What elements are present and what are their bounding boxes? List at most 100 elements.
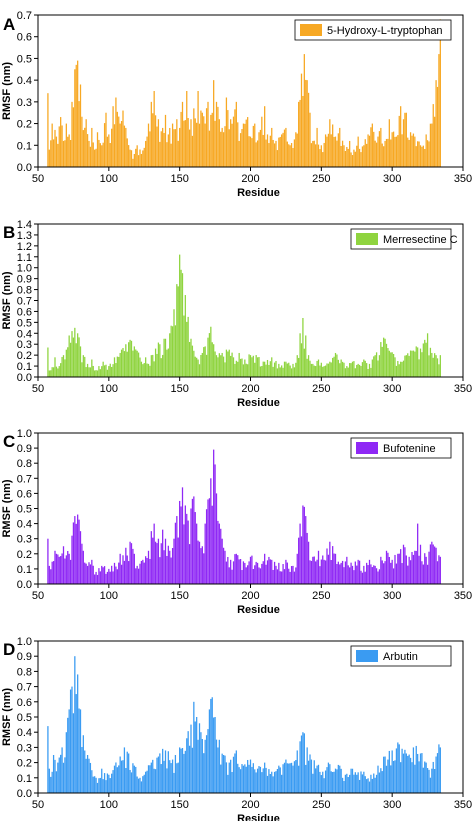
- y-tick-label: 0.5: [17, 504, 32, 516]
- bar: [108, 366, 110, 377]
- bar: [112, 364, 114, 377]
- bar: [147, 123, 150, 167]
- bar: [281, 134, 283, 167]
- bar: [113, 124, 116, 167]
- bar: [190, 508, 192, 584]
- bar: [436, 86, 439, 167]
- bar: [69, 342, 72, 377]
- x-tick-label: 250: [312, 173, 330, 185]
- bar: [94, 574, 96, 584]
- bar: [402, 753, 405, 793]
- x-tick-label: 250: [312, 799, 330, 811]
- bar: [367, 134, 369, 167]
- bar: [163, 132, 165, 167]
- bar: [149, 131, 151, 167]
- bar: [255, 355, 257, 377]
- bar: [128, 561, 130, 584]
- bar: [137, 352, 140, 377]
- bar: [378, 131, 381, 167]
- bar: [77, 60, 79, 167]
- bar: [312, 363, 314, 377]
- bar: [150, 101, 152, 167]
- bar: [312, 773, 314, 793]
- bar: [218, 119, 220, 167]
- bar: [337, 764, 339, 793]
- bar: [375, 352, 378, 377]
- bar: [214, 464, 216, 584]
- bar: [276, 768, 279, 793]
- bar: [170, 763, 172, 793]
- bar: [135, 349, 137, 377]
- bar: [264, 553, 266, 584]
- bar: [422, 564, 424, 584]
- bar: [159, 557, 161, 584]
- bar: [105, 112, 107, 167]
- bar: [269, 361, 271, 377]
- bar: [317, 359, 320, 377]
- bar: [323, 366, 325, 377]
- bar: [276, 368, 279, 377]
- bar: [220, 355, 222, 377]
- bar: [211, 505, 213, 584]
- bar: [102, 779, 104, 793]
- bar: [370, 367, 372, 377]
- bar: [279, 767, 281, 793]
- bar: [232, 756, 235, 793]
- bar: [245, 119, 247, 167]
- x-tick-label: 100: [100, 173, 118, 185]
- bar: [224, 755, 226, 793]
- bar: [81, 362, 83, 377]
- bar: [211, 697, 213, 793]
- bar: [95, 571, 97, 584]
- bar: [162, 127, 164, 167]
- bar: [373, 131, 375, 167]
- bar: [373, 356, 375, 377]
- bar: [140, 361, 143, 377]
- bar: [78, 519, 80, 584]
- bar: [137, 155, 140, 167]
- y-tick-label: 0.8: [17, 666, 32, 678]
- bar: [99, 369, 101, 377]
- bar: [92, 365, 94, 377]
- bar: [319, 566, 321, 584]
- bar: [163, 550, 165, 584]
- bar: [390, 139, 392, 167]
- bar: [407, 137, 409, 167]
- bar: [332, 546, 334, 584]
- bar: [261, 116, 263, 167]
- bar: [61, 747, 63, 793]
- bar: [292, 363, 294, 377]
- bar: [60, 117, 62, 167]
- bar: [353, 361, 355, 377]
- bar: [412, 350, 415, 377]
- bar: [319, 149, 321, 167]
- bar: [239, 558, 242, 584]
- bar: [256, 357, 259, 377]
- bar: [350, 152, 352, 167]
- bar: [157, 538, 160, 584]
- bar: [324, 134, 327, 167]
- bar: [394, 760, 396, 793]
- bar: [310, 143, 313, 167]
- bar: [317, 144, 320, 167]
- bar: [286, 763, 288, 793]
- bar: [213, 717, 215, 793]
- bar: [201, 546, 203, 584]
- bar: [222, 132, 225, 167]
- bar: [353, 149, 355, 167]
- bar: [435, 80, 437, 167]
- bar: [300, 343, 303, 377]
- bar: [296, 750, 298, 793]
- bar: [385, 765, 388, 793]
- bar: [439, 556, 441, 584]
- bar: [272, 569, 274, 584]
- bar: [249, 355, 252, 377]
- bar: [438, 555, 440, 584]
- bar: [153, 91, 155, 167]
- bar: [113, 357, 116, 377]
- bar: [139, 357, 141, 377]
- bar: [344, 150, 347, 167]
- bar: [248, 136, 250, 167]
- bar: [130, 772, 133, 793]
- legend: Merresectine C: [350, 228, 458, 250]
